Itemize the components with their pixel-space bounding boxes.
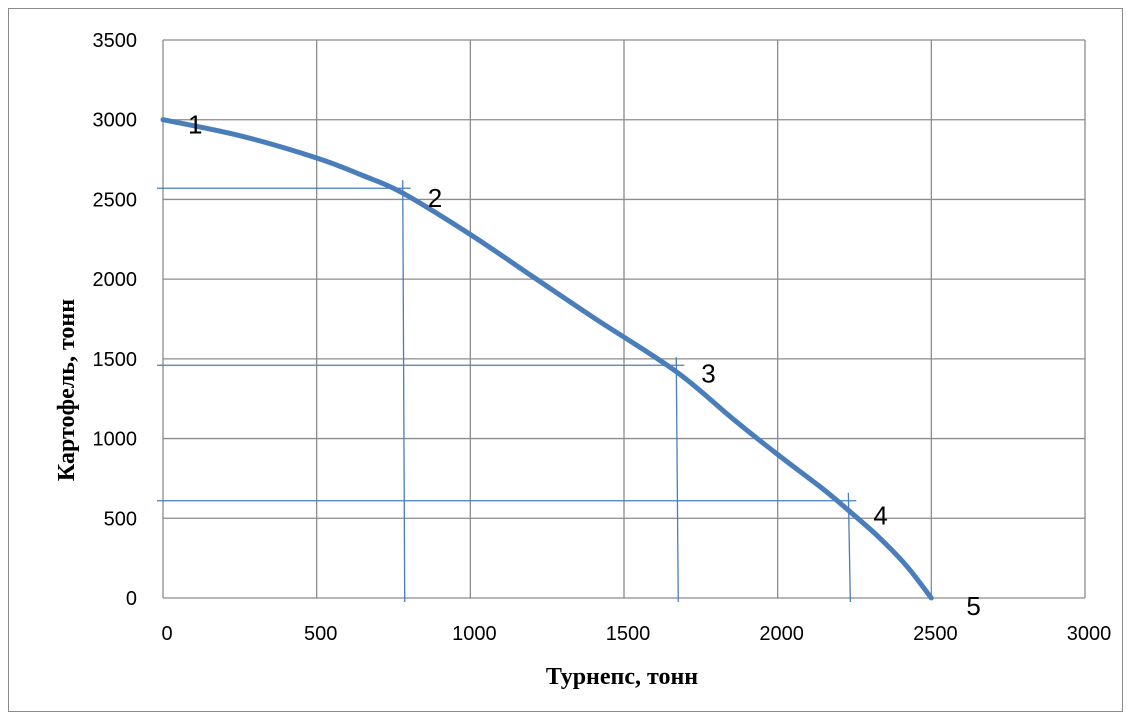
x-tick-label: 0 [161,623,172,645]
y-tick-label: 2500 [93,189,138,211]
x-tick-label: 2000 [759,623,804,645]
point-label: 5 [966,591,980,621]
series [160,117,934,601]
x-tick-label: 2500 [913,623,958,645]
point-label: 4 [873,500,887,530]
point-label: 2 [428,183,442,213]
y-tick-label: 0 [126,588,137,610]
y-tick-label: 3500 [93,30,138,52]
x-tick-label: 1000 [452,623,497,645]
point-label: 1 [188,110,202,140]
y-axis-title: Картофель, тонн [54,299,80,481]
x-tick-label: 500 [304,623,337,645]
y-tick-label: 2000 [93,269,138,291]
y-tick-label: 500 [104,508,137,530]
y-tick-label: 1500 [93,349,138,371]
guide-vertical [402,180,406,603]
point-label: 3 [701,358,715,388]
y-tick-label: 1000 [93,429,138,451]
guide-vertical [675,357,679,603]
point-labels: 1 2 3 4 5 [188,110,981,621]
x-tick-label: 1500 [606,623,651,645]
guide-lines [157,180,857,603]
series-line [160,117,934,601]
y-tick-label: 3000 [93,110,138,132]
x-axis-title: Турнепс, тонн [546,664,698,690]
grid [162,39,1086,599]
tick-labels: 0 500 1000 1500 2000 2500 3000 3500 0 500 1000 1500… [93,30,1112,645]
x-tick-label: 3000 [1067,623,1112,645]
